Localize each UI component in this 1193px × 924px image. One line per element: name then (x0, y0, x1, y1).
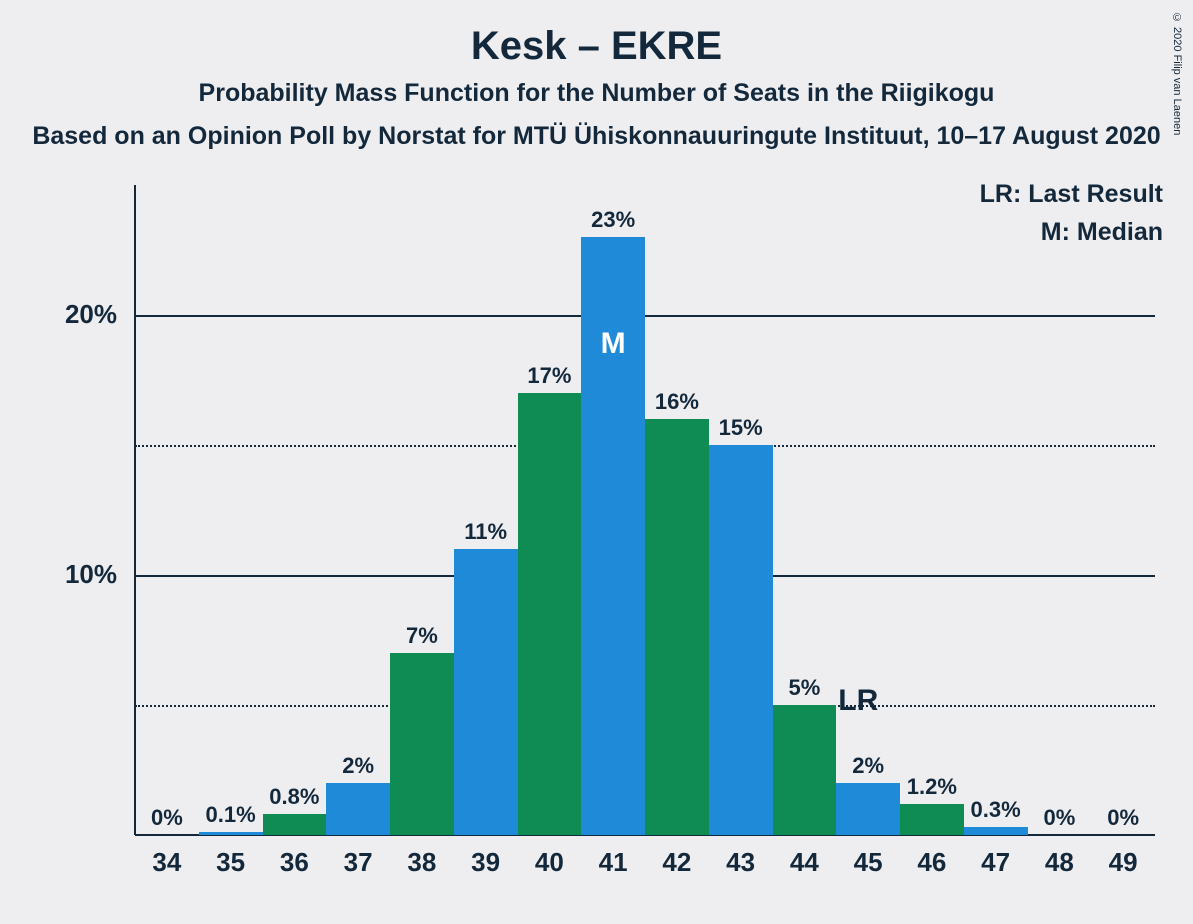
gridline-major (135, 315, 1155, 317)
bar-value-label: 2% (318, 753, 398, 779)
x-tick-label: 49 (1093, 847, 1153, 878)
x-tick-label: 40 (519, 847, 579, 878)
x-tick-label: 43 (711, 847, 771, 878)
x-tick-label: 37 (328, 847, 388, 878)
x-tick-label: 38 (392, 847, 452, 878)
x-tick-label: 47 (966, 847, 1026, 878)
chart-subtitle: Probability Mass Function for the Number… (0, 79, 1193, 108)
bar-value-label: 11% (446, 519, 526, 545)
chart-bar (199, 832, 263, 835)
y-axis (134, 185, 136, 835)
x-tick-label: 45 (838, 847, 898, 878)
x-tick-label: 35 (201, 847, 261, 878)
chart-caption: Based on an Opinion Poll by Norstat for … (0, 122, 1193, 151)
chart-bar (773, 705, 837, 835)
bar-value-label: 7% (382, 623, 462, 649)
bar-value-label: 16% (637, 389, 717, 415)
x-tick-label: 39 (456, 847, 516, 878)
x-tick-label: 44 (774, 847, 834, 878)
chart-bar (263, 814, 327, 835)
bar-value-label: 23% (573, 207, 653, 233)
chart-bar (900, 804, 964, 835)
y-tick-label: 20% (17, 299, 117, 330)
bar-value-label: 17% (509, 363, 589, 389)
copyright-text: © 2020 Filip van Laenen (1171, 12, 1183, 135)
plot-area: 10%20%0%340.1%350.8%362%377%3811%3917%40… (135, 185, 1155, 835)
chart-bar (645, 419, 709, 835)
chart-bar (518, 393, 582, 835)
x-tick-label: 36 (264, 847, 324, 878)
x-tick-label: 42 (647, 847, 707, 878)
chart-title: Kesk – EKRE (0, 24, 1193, 69)
chart-bar (709, 445, 773, 835)
x-tick-label: 34 (137, 847, 197, 878)
bar-value-label: 1.2% (892, 774, 972, 800)
x-tick-label: 41 (583, 847, 643, 878)
chart-bar (326, 783, 390, 835)
bar-value-label: 0% (1083, 805, 1163, 831)
chart-bar (390, 653, 454, 835)
lr-marker: LR (838, 684, 878, 718)
bar-value-label: 15% (701, 415, 781, 441)
x-tick-label: 46 (902, 847, 962, 878)
chart-bar (964, 827, 1028, 835)
bar-value-label: 5% (764, 675, 844, 701)
x-tick-label: 48 (1029, 847, 1089, 878)
chart-container: © 2020 Filip van Laenen Kesk – EKRE Prob… (0, 0, 1193, 924)
y-tick-label: 10% (17, 559, 117, 590)
chart-bar (836, 783, 900, 835)
chart-bar (454, 549, 518, 835)
median-marker: M (583, 327, 643, 361)
bar-value-label: 0.8% (254, 784, 334, 810)
